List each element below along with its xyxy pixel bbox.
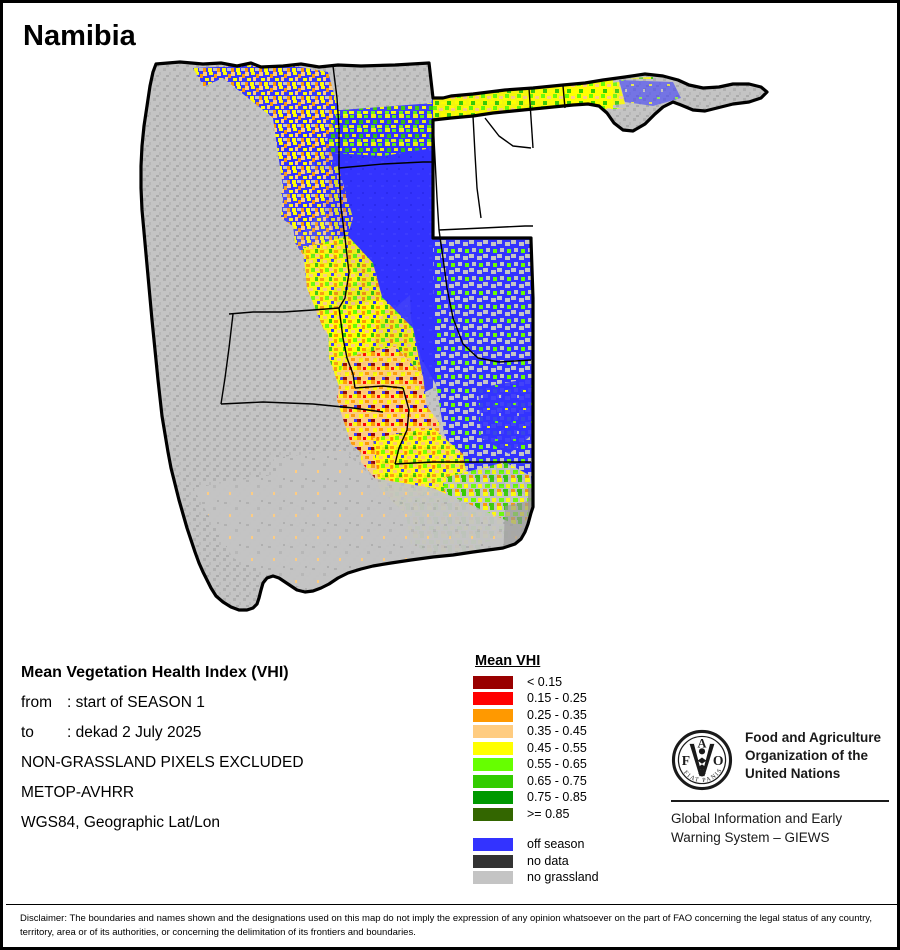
- svg-text:F: F: [682, 753, 690, 768]
- legend-class-label: 0.35 - 0.45: [527, 724, 587, 739]
- legend-class-row[interactable]: >= 0.85: [473, 806, 653, 823]
- legend-class-label: < 0.15: [527, 674, 563, 689]
- map-description-sensor: METOP-AVHRR: [21, 784, 135, 801]
- legend-class-row[interactable]: < 0.15: [473, 674, 653, 691]
- legend-class-label: 0.25 - 0.35: [527, 707, 587, 722]
- giews-line-2: Warning System – GIEWS: [671, 830, 830, 845]
- disclaimer-divider: [6, 904, 897, 905]
- legend-class-swatch: [473, 675, 513, 689]
- svg-text:A: A: [698, 737, 707, 751]
- legend-class-swatch: [473, 708, 513, 722]
- fao-emblem-icon: F A O FIAT PANIS: [671, 729, 733, 791]
- map-description-block: Mean Vegetation Health Index (VHI) from:…: [21, 658, 451, 838]
- legend-class-swatch: [473, 725, 513, 739]
- giews-name: Global Information and Early Warning Sys…: [671, 809, 893, 847]
- legend-special-label: no data: [527, 853, 569, 868]
- fao-org-line-2: Organization of the: [745, 748, 868, 763]
- page-title: Namibia: [23, 20, 136, 52]
- legend-class-row[interactable]: 0.35 - 0.45: [473, 724, 653, 741]
- legend-special-list: off season no data no grassland: [473, 837, 653, 887]
- map-description-from: from : start of SEASON 1: [21, 688, 451, 718]
- legend-spacer: [473, 823, 653, 837]
- map-description-pixels: NON-GRASSLAND PIXELS EXCLUDED: [21, 754, 304, 771]
- svg-text:O: O: [713, 753, 724, 768]
- legend-special-row[interactable]: off season: [473, 837, 653, 854]
- legend-class-swatch: [473, 791, 513, 805]
- fao-org-line-1: Food and Agriculture: [745, 730, 881, 745]
- map-legend: Mean VHI < 0.15 0.15 - 0.25 0.25 - 0.35 0.3…: [473, 653, 653, 886]
- legend-special-swatch: [473, 871, 513, 885]
- legend-class-label: >= 0.85: [527, 806, 570, 821]
- legend-class-swatch: [473, 758, 513, 772]
- to-key: to: [21, 724, 34, 741]
- legend-special-label: no grassland: [527, 870, 599, 885]
- legend-class-row[interactable]: 0.25 - 0.35: [473, 707, 653, 724]
- legend-class-swatch: [473, 692, 513, 706]
- legend-special-row[interactable]: no grassland: [473, 870, 653, 887]
- legend-class-row[interactable]: 0.15 - 0.25: [473, 691, 653, 708]
- map-svg: [139, 60, 769, 612]
- from-key: from: [21, 694, 52, 711]
- fao-logo-block: F A O FIAT PANIS Food and Agriculture Or…: [671, 729, 893, 847]
- legend-special-swatch: [473, 838, 513, 852]
- legend-class-row[interactable]: 0.65 - 0.75: [473, 773, 653, 790]
- legend-class-swatch: [473, 807, 513, 821]
- legend-special-row[interactable]: no data: [473, 853, 653, 870]
- legend-title: Mean VHI: [475, 653, 541, 669]
- fao-organization-name: Food and Agriculture Organization of the…: [745, 729, 881, 783]
- fao-divider: [671, 800, 889, 802]
- legend-class-list: < 0.15 0.15 - 0.25 0.25 - 0.35 0.35 - 0.45 0…: [473, 674, 653, 823]
- country-border: [139, 60, 769, 612]
- disclaimer-text: Disclaimer: The boundaries and names sho…: [20, 913, 872, 938]
- giews-line-1: Global Information and Early: [671, 811, 843, 826]
- map-description-to: to : dekad 2 July 2025: [21, 718, 451, 748]
- fao-org-line-3: United Nations: [745, 766, 841, 781]
- legend-class-label: 0.65 - 0.75: [527, 773, 587, 788]
- region-boundaries: [220, 65, 566, 465]
- legend-class-row[interactable]: 0.45 - 0.55: [473, 740, 653, 757]
- legend-special-swatch: [473, 854, 513, 868]
- legend-class-swatch: [473, 774, 513, 788]
- legend-class-label: 0.55 - 0.65: [527, 757, 587, 772]
- legend-special-label: off season: [527, 837, 585, 852]
- vhi-choropleth-map[interactable]: [133, 58, 793, 628]
- from-value: : start of SEASON 1: [67, 694, 205, 711]
- legend-class-label: 0.15 - 0.25: [527, 691, 587, 706]
- map-description-heading: Mean Vegetation Health Index (VHI): [21, 664, 289, 681]
- map-description-projection: WGS84, Geographic Lat/Lon: [21, 814, 221, 831]
- legend-class-row[interactable]: 0.55 - 0.65: [473, 757, 653, 774]
- to-value: : dekad 2 July 2025: [67, 724, 202, 741]
- fao-logo-top: F A O FIAT PANIS Food and Agriculture Or…: [671, 729, 893, 791]
- legend-class-swatch: [473, 741, 513, 755]
- legend-class-row[interactable]: 0.75 - 0.85: [473, 790, 653, 807]
- legend-class-label: 0.75 - 0.85: [527, 790, 587, 805]
- legend-class-label: 0.45 - 0.55: [527, 740, 587, 755]
